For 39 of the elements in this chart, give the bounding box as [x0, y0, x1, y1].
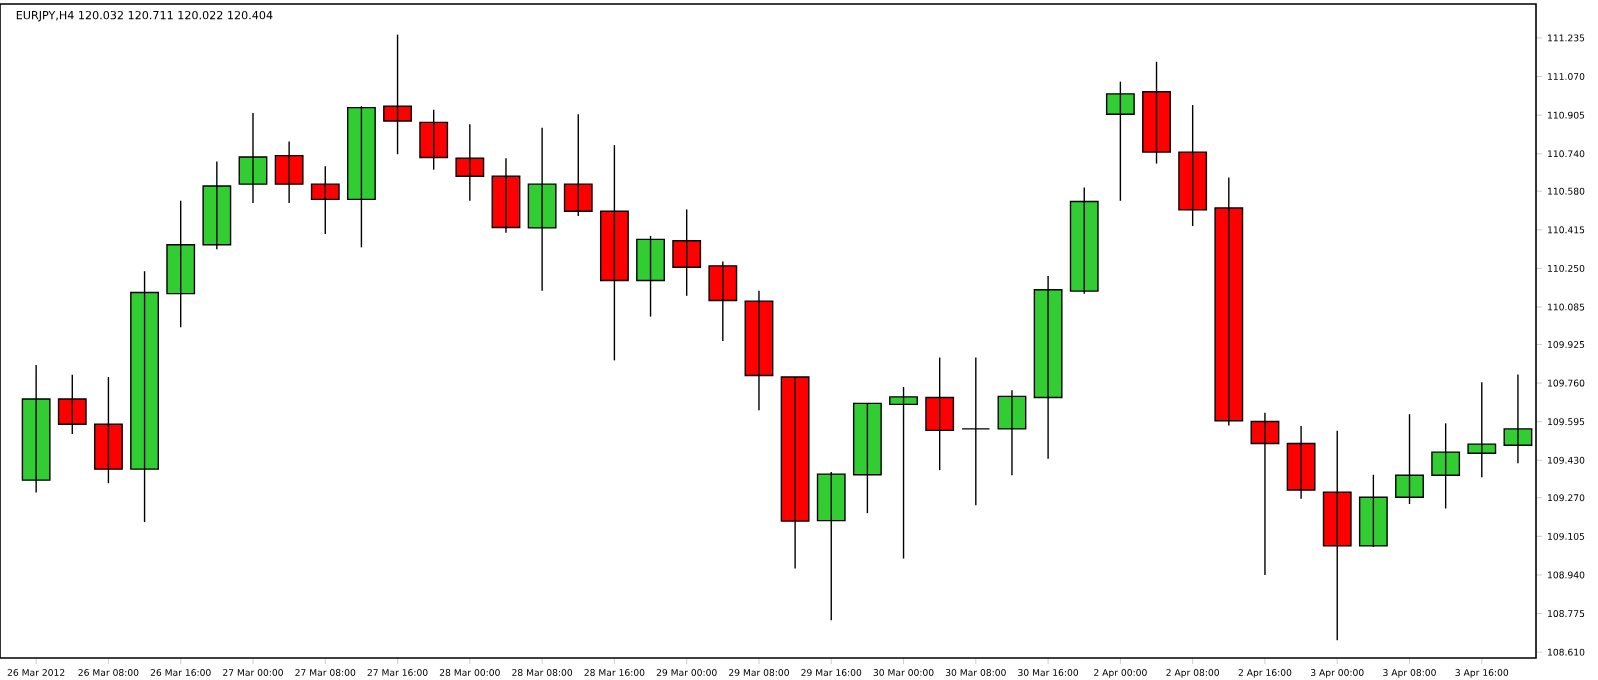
candlestick	[1105, 80, 1135, 202]
candlestick	[889, 386, 918, 560]
candlestick	[21, 364, 51, 494]
candlestick	[961, 356, 991, 506]
candlestick	[1178, 104, 1208, 227]
candlestick	[274, 140, 304, 204]
candlestick	[708, 260, 738, 342]
candlestick	[997, 389, 1027, 476]
candlestick	[310, 165, 340, 235]
candlestick	[238, 112, 268, 204]
candlestick	[599, 144, 629, 362]
candlestick	[1142, 61, 1171, 165]
candlestick	[1069, 186, 1099, 295]
candlestick	[346, 105, 376, 249]
candlestick	[1395, 413, 1424, 505]
candlestick	[166, 200, 196, 328]
candlestick	[1358, 474, 1388, 548]
candlestick	[383, 33, 412, 155]
candlestick	[744, 289, 774, 411]
candlestick	[816, 471, 846, 622]
candlestick	[780, 376, 810, 570]
candlestick	[130, 270, 159, 523]
candlestick	[925, 356, 955, 471]
candlestick	[1322, 430, 1352, 641]
candlestick	[672, 208, 702, 297]
candlestick	[527, 127, 557, 292]
candlestick	[1033, 275, 1063, 460]
candlestick	[93, 376, 123, 484]
candlestick	[1286, 425, 1316, 500]
candlestick	[852, 402, 882, 514]
candlestick	[455, 123, 485, 202]
candlestick	[636, 235, 665, 318]
candlestick	[1431, 422, 1461, 510]
candlestick	[1467, 381, 1497, 479]
candlestick	[563, 113, 593, 217]
candlestick	[202, 160, 232, 250]
candlestick	[419, 109, 449, 171]
candlestick	[57, 374, 87, 435]
candlestick	[1214, 176, 1244, 427]
